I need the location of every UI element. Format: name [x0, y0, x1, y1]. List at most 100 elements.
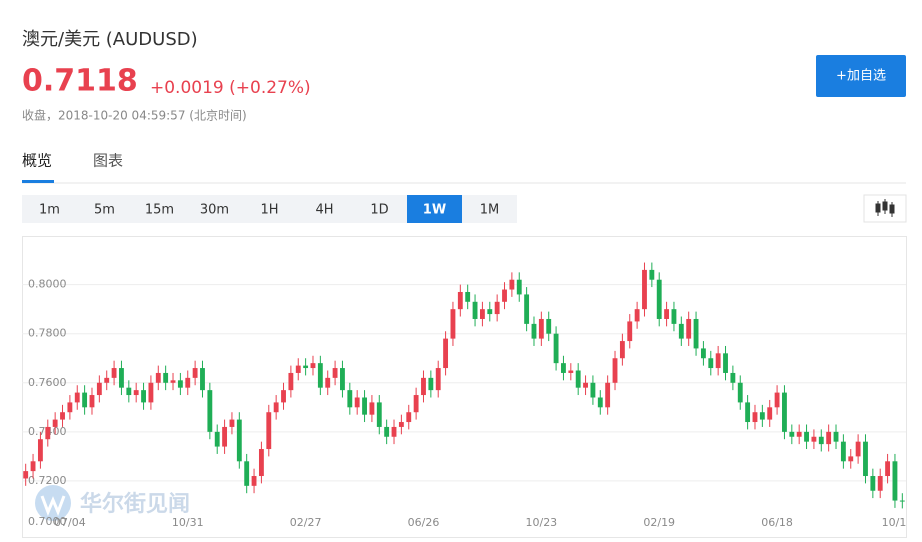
candle-body — [148, 382, 154, 403]
candle-body — [899, 500, 905, 502]
candle-body — [457, 291, 463, 310]
candle-body — [244, 461, 250, 486]
tab[interactable]: 概览 — [22, 152, 52, 170]
candle-body — [332, 368, 338, 378]
interval[interactable]: 1M — [480, 203, 500, 218]
candle-body — [818, 436, 824, 445]
watermark-logo-mark — [40, 495, 66, 517]
candle-body — [428, 377, 434, 391]
candle-body — [737, 382, 743, 403]
candle-body — [789, 431, 795, 437]
x-tick-label: 02/27 — [290, 516, 322, 529]
tab[interactable]: 图表 — [93, 152, 123, 170]
candle-body — [715, 353, 721, 369]
interval[interactable]: 5m — [94, 203, 115, 218]
candle-body — [664, 309, 670, 319]
candle-body — [406, 412, 412, 423]
candle-body — [214, 431, 220, 447]
candle-body — [538, 318, 544, 339]
y-tick-label: 0.7600 — [28, 376, 67, 389]
candle-body — [163, 372, 169, 383]
price: 0.7118 — [22, 64, 138, 99]
status: 收盘，2018-10-20 04:59:57 (北京时间) — [22, 108, 247, 123]
candle-body — [170, 380, 176, 383]
candle-body — [347, 390, 353, 408]
candle-body — [605, 382, 611, 408]
candle-body — [133, 390, 139, 396]
candle-body — [627, 321, 633, 342]
candle-body — [391, 426, 397, 437]
candle-body — [745, 402, 751, 423]
interval[interactable]: 1W — [423, 203, 446, 218]
candle-body — [619, 341, 625, 359]
candle-body — [207, 390, 213, 432]
candle-body — [89, 395, 95, 408]
candle-body — [251, 476, 257, 486]
watch-button[interactable] — [816, 55, 906, 97]
candle-body — [597, 397, 603, 408]
x-tick-label: 10/31 — [172, 516, 204, 529]
candle-body — [583, 382, 588, 388]
candle-body — [60, 412, 65, 420]
candle-body — [656, 279, 662, 319]
candle-body — [855, 441, 861, 457]
candle-body — [67, 402, 73, 413]
candle-body — [443, 338, 449, 369]
interval[interactable]: 1D — [370, 203, 388, 218]
candle-body — [155, 372, 161, 383]
candle-body — [200, 368, 205, 391]
candle-body — [222, 426, 228, 447]
candle-body — [590, 382, 596, 398]
candle-body — [561, 363, 566, 373]
candle-icon — [875, 199, 895, 217]
candle-body — [796, 431, 802, 437]
x-tick-label: 06/26 — [408, 516, 440, 529]
candle-body — [693, 318, 699, 349]
candle-body — [369, 402, 375, 415]
candle-body — [568, 370, 574, 373]
candle-body — [273, 402, 279, 413]
candle-body — [413, 395, 419, 413]
candle-body — [310, 363, 316, 369]
candle-body — [185, 377, 191, 388]
candle-body — [362, 397, 367, 415]
candle-body — [730, 372, 736, 383]
candle-body — [774, 392, 780, 408]
interval[interactable]: 4H — [315, 203, 333, 218]
candle-body — [30, 461, 36, 472]
candle-body — [104, 377, 110, 383]
candle-body — [509, 279, 515, 290]
candle-body — [111, 368, 117, 378]
interval-active[interactable] — [407, 195, 462, 223]
candle-body — [384, 426, 390, 437]
candle-body — [236, 419, 242, 462]
candle-body — [487, 309, 493, 315]
candle-body — [421, 377, 426, 396]
candle-body — [553, 333, 559, 364]
y-tick-label: 0.7000 — [28, 515, 67, 528]
candle-body — [340, 368, 345, 391]
candle-body — [678, 323, 684, 339]
candle-body — [804, 431, 809, 442]
candle-body — [516, 279, 522, 295]
candle-body — [192, 368, 198, 378]
interval[interactable]: 1H — [260, 203, 278, 218]
candle-body — [23, 471, 29, 479]
candle-body — [752, 412, 758, 423]
candle-body — [546, 318, 552, 334]
interval[interactable]: 1m — [39, 203, 60, 218]
interval[interactable]: 15m — [145, 203, 174, 218]
y-tick-label: 0.8000 — [28, 278, 67, 291]
title: 澳元/美元 (AUDUSD) — [22, 29, 198, 50]
candle-body — [141, 390, 146, 403]
watch-button-label[interactable]: +加自选 — [836, 69, 886, 84]
candle-body — [531, 323, 537, 339]
x-tick-label: 02/19 — [643, 516, 675, 529]
candle-body — [502, 289, 507, 302]
x-tick-label: 10/1 — [882, 516, 907, 529]
candle-body — [435, 368, 441, 391]
candle-body — [767, 407, 773, 420]
candle-body — [700, 348, 706, 359]
interval[interactable]: 30m — [200, 203, 229, 218]
